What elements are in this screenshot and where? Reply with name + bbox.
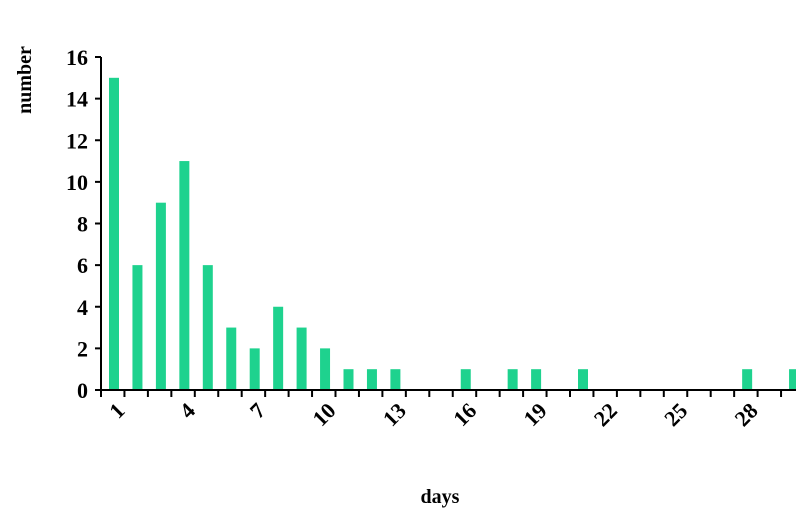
bar-day-28: [742, 369, 753, 390]
y-tick-label: 6: [77, 253, 88, 278]
x-axis-title: days: [421, 486, 460, 508]
bar-day-5: [202, 265, 213, 390]
x-tick-label: 10: [307, 398, 340, 431]
bar-day-18: [507, 369, 518, 390]
x-tick-label: 4: [174, 398, 199, 423]
x-tick-label: 13: [378, 398, 411, 431]
y-axis-title: number: [14, 46, 36, 114]
y-tick-label: 16: [66, 45, 88, 70]
y-tick-label: 8: [77, 212, 88, 237]
y-axis-ticks: 0 2 4 6 8 10 12 14 16: [66, 45, 101, 403]
bar-day-12: [366, 369, 377, 390]
y-tick-label: 0: [77, 378, 88, 403]
bar-day-9: [296, 327, 307, 390]
bar-day-1: [109, 77, 119, 390]
x-tick-label: 25: [659, 398, 692, 431]
y-tick-label: 14: [66, 87, 88, 112]
bar-day-3: [155, 202, 166, 390]
x-tick-label: 28: [729, 398, 762, 431]
y-tick-label: 4: [77, 295, 88, 320]
bar-day-8: [273, 306, 284, 390]
bar-day-19: [531, 369, 542, 390]
bar-day-6: [226, 327, 237, 390]
bar-day-16: [460, 369, 471, 390]
x-axis-ticks: 1 4 7 10 13 16 19 22 25 28: [100, 390, 783, 431]
x-tick-label: 1: [104, 398, 129, 423]
bar-series: [109, 77, 796, 390]
bar-day-10: [320, 348, 331, 390]
x-tick-label: 16: [448, 398, 481, 431]
x-tick-label: 22: [589, 398, 622, 431]
bar-day-2: [132, 265, 143, 390]
x-tick-label: 7: [245, 398, 270, 423]
bar-day-13: [390, 369, 401, 390]
y-tick-label: 10: [66, 170, 88, 195]
y-tick-label: 12: [66, 128, 88, 153]
x-tick-label: 19: [518, 398, 551, 431]
bar-day-4: [179, 161, 190, 390]
bar-day-30: [789, 369, 796, 390]
bar-day-11: [343, 369, 354, 390]
y-tick-label: 2: [77, 336, 88, 361]
bar-day-7: [249, 348, 260, 390]
bar-day-21: [578, 369, 588, 390]
